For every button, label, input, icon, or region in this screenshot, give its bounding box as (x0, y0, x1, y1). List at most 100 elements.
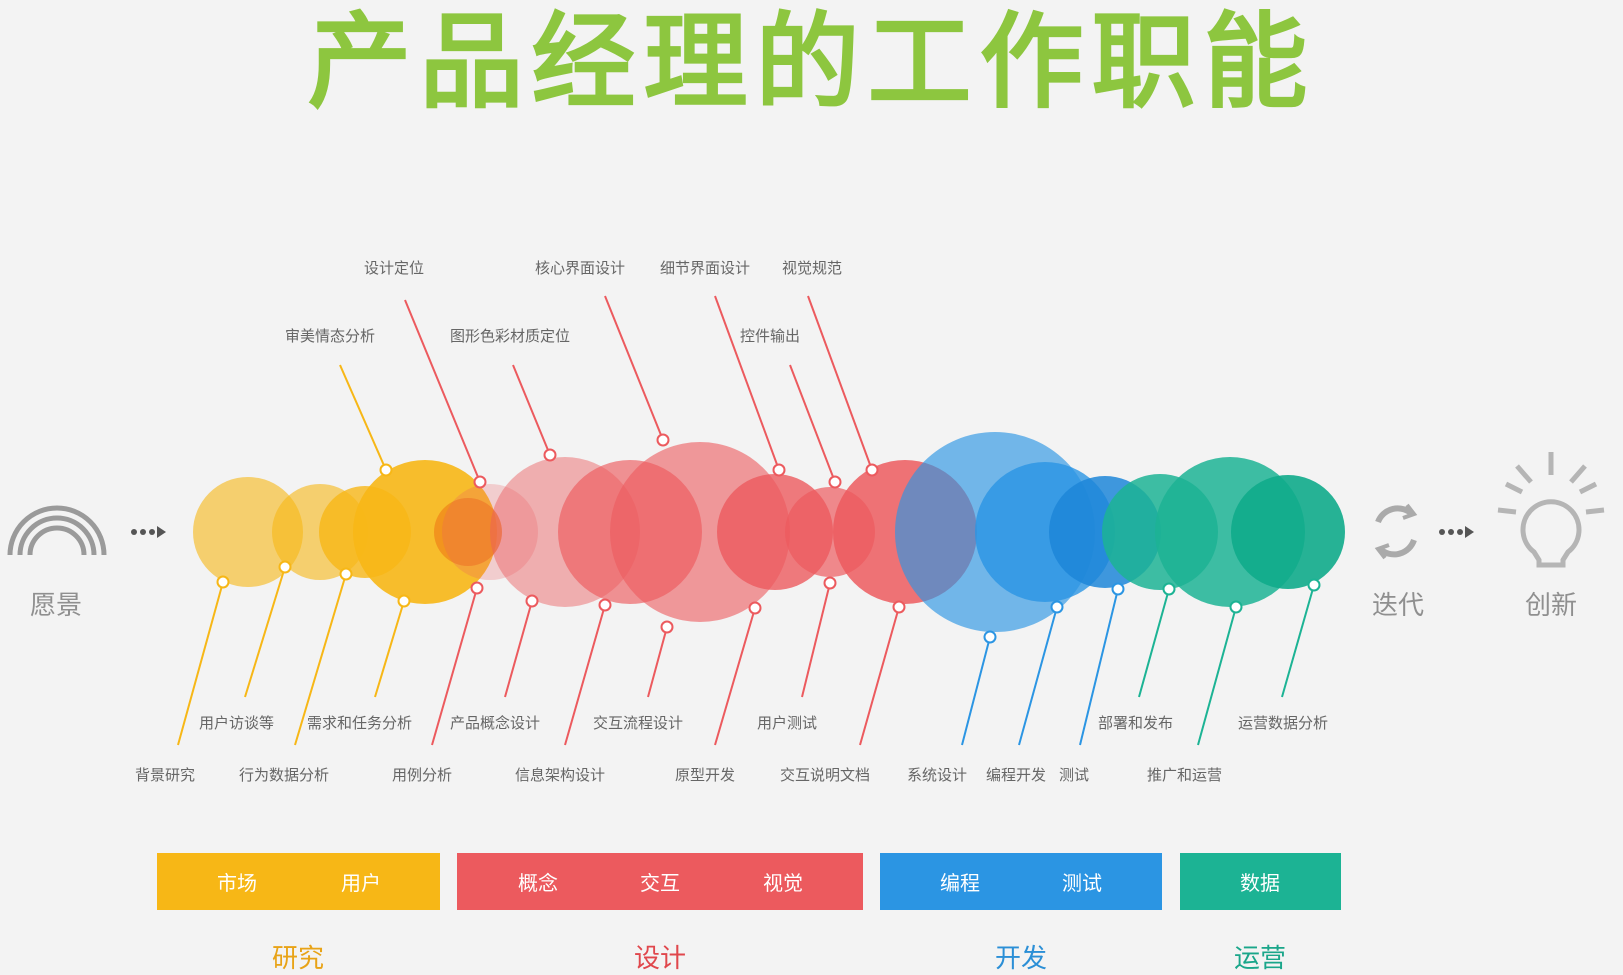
leader-dot (1229, 600, 1243, 614)
label-product-concept: 产品概念设计 (450, 714, 541, 732)
label-requirements-analysis: 需求和任务分析 (307, 714, 413, 732)
label-background-research: 背景研究 (135, 766, 196, 784)
leader-dot (339, 567, 353, 581)
label-core-ui-design: 核心界面设计 (535, 259, 626, 277)
leader-dot (983, 630, 997, 644)
vision-label: 愿景 (29, 591, 82, 621)
leader-line (1018, 606, 1058, 746)
bubble-group (193, 432, 1345, 632)
label-use-case-analysis: 用例分析 (392, 766, 453, 784)
label-info-architecture: 信息架构设计 (515, 766, 606, 784)
phase-operations: 运营 (1233, 944, 1287, 974)
bar-item-data: 数据 (1240, 871, 1280, 895)
iterate-label: 迭代 (1371, 591, 1424, 621)
page-title: 产品经理的工作职能 (307, 1, 1316, 123)
bubble (353, 460, 497, 604)
refresh-icon (1374, 503, 1418, 560)
leader-dot (379, 463, 393, 477)
bar-item-user: 用户 (341, 871, 381, 895)
leader-line (789, 364, 836, 483)
leader-dot (278, 560, 292, 574)
leader-line (604, 295, 664, 441)
label-visual-spec: 视觉规范 (782, 259, 843, 277)
leader-line (177, 581, 224, 746)
bar-item-concept: 概念 (518, 871, 558, 895)
bar-item-visual: 视觉 (763, 871, 803, 895)
leader-line (961, 636, 991, 746)
arrow-icon (131, 526, 166, 538)
leader-dot (660, 620, 674, 634)
label-system-design: 系统设计 (907, 766, 968, 784)
arrow-icon (1439, 526, 1474, 538)
leader-dot (216, 575, 230, 589)
label-control-output: 控件输出 (740, 327, 801, 345)
leader-line (801, 582, 831, 698)
label-aesthetic-analysis: 审美情态分析 (285, 327, 376, 345)
bubble (442, 484, 538, 580)
leader-line (431, 587, 478, 746)
leader-dot (772, 463, 786, 477)
phase-design: 设计 (633, 944, 687, 974)
leader-line (647, 626, 668, 698)
bar-item-interaction: 交互 (640, 871, 680, 895)
label-testing: 测试 (1059, 766, 1090, 784)
leader-dot (823, 576, 837, 590)
leader-dot (656, 433, 670, 447)
label-detail-ui-design: 细节界面设计 (660, 259, 751, 277)
label-user-testing: 用户测试 (757, 714, 818, 732)
lightbulb-icon (1497, 452, 1605, 568)
leader-line (1138, 588, 1170, 698)
design-bar: 概念 交互 视觉 (457, 853, 863, 910)
leader-dot (865, 463, 879, 477)
leader-line (807, 295, 873, 471)
leader-dot (892, 600, 906, 614)
label-user-interviews: 用户访谈等 (199, 714, 275, 732)
leader-line (512, 364, 551, 456)
rainbow-icon (7, 505, 107, 556)
bubble (193, 477, 303, 587)
leader-line (1281, 584, 1315, 698)
label-behavior-data: 行为数据分析 (239, 766, 330, 784)
leader-line (374, 600, 405, 698)
leader-dot (543, 448, 557, 462)
label-design-positioning: 设计定位 (364, 259, 425, 277)
label-programming: 编程开发 (986, 766, 1047, 784)
leader-dot (525, 594, 539, 608)
phase-development: 开发 (994, 944, 1048, 974)
research-bar: 市场 用户 (157, 853, 440, 910)
leader-line (244, 566, 286, 698)
leader-dot (1050, 600, 1064, 614)
leader-dot (598, 598, 612, 612)
bar-item-market: 市场 (217, 871, 257, 895)
leader-line (404, 299, 481, 483)
innovation-label: 创新 (1524, 591, 1577, 621)
bar-item-testing: 测试 (1062, 871, 1102, 895)
leader-line (504, 600, 533, 698)
leader-line (714, 607, 756, 746)
leader-line (859, 606, 900, 746)
bubble (1231, 475, 1345, 589)
label-promotion-ops: 推广和运营 (1147, 766, 1223, 784)
leader-line (1197, 606, 1237, 746)
ops-bar: 数据 (1180, 853, 1341, 910)
leader-line (1079, 588, 1119, 746)
label-prototype-dev: 原型开发 (675, 766, 736, 784)
label-deploy-release: 部署和发布 (1098, 714, 1174, 732)
label-graphic-color-material: 图形色彩材质定位 (450, 327, 571, 345)
leader-dot (473, 475, 487, 489)
bubble (434, 498, 502, 566)
label-ops-data-analysis: 运营数据分析 (1238, 714, 1329, 732)
leader-dot (1307, 578, 1321, 592)
leader-dot (470, 581, 484, 595)
leader-lines (177, 295, 1321, 746)
leader-dot (1162, 582, 1176, 596)
label-interaction-doc: 交互说明文档 (780, 766, 871, 784)
leader-line (294, 573, 347, 746)
leader-line (339, 364, 387, 471)
leader-line (564, 604, 606, 746)
label-interaction-flow: 交互流程设计 (593, 714, 684, 732)
leader-dot (397, 594, 411, 608)
bar-item-programming: 编程 (940, 871, 980, 895)
